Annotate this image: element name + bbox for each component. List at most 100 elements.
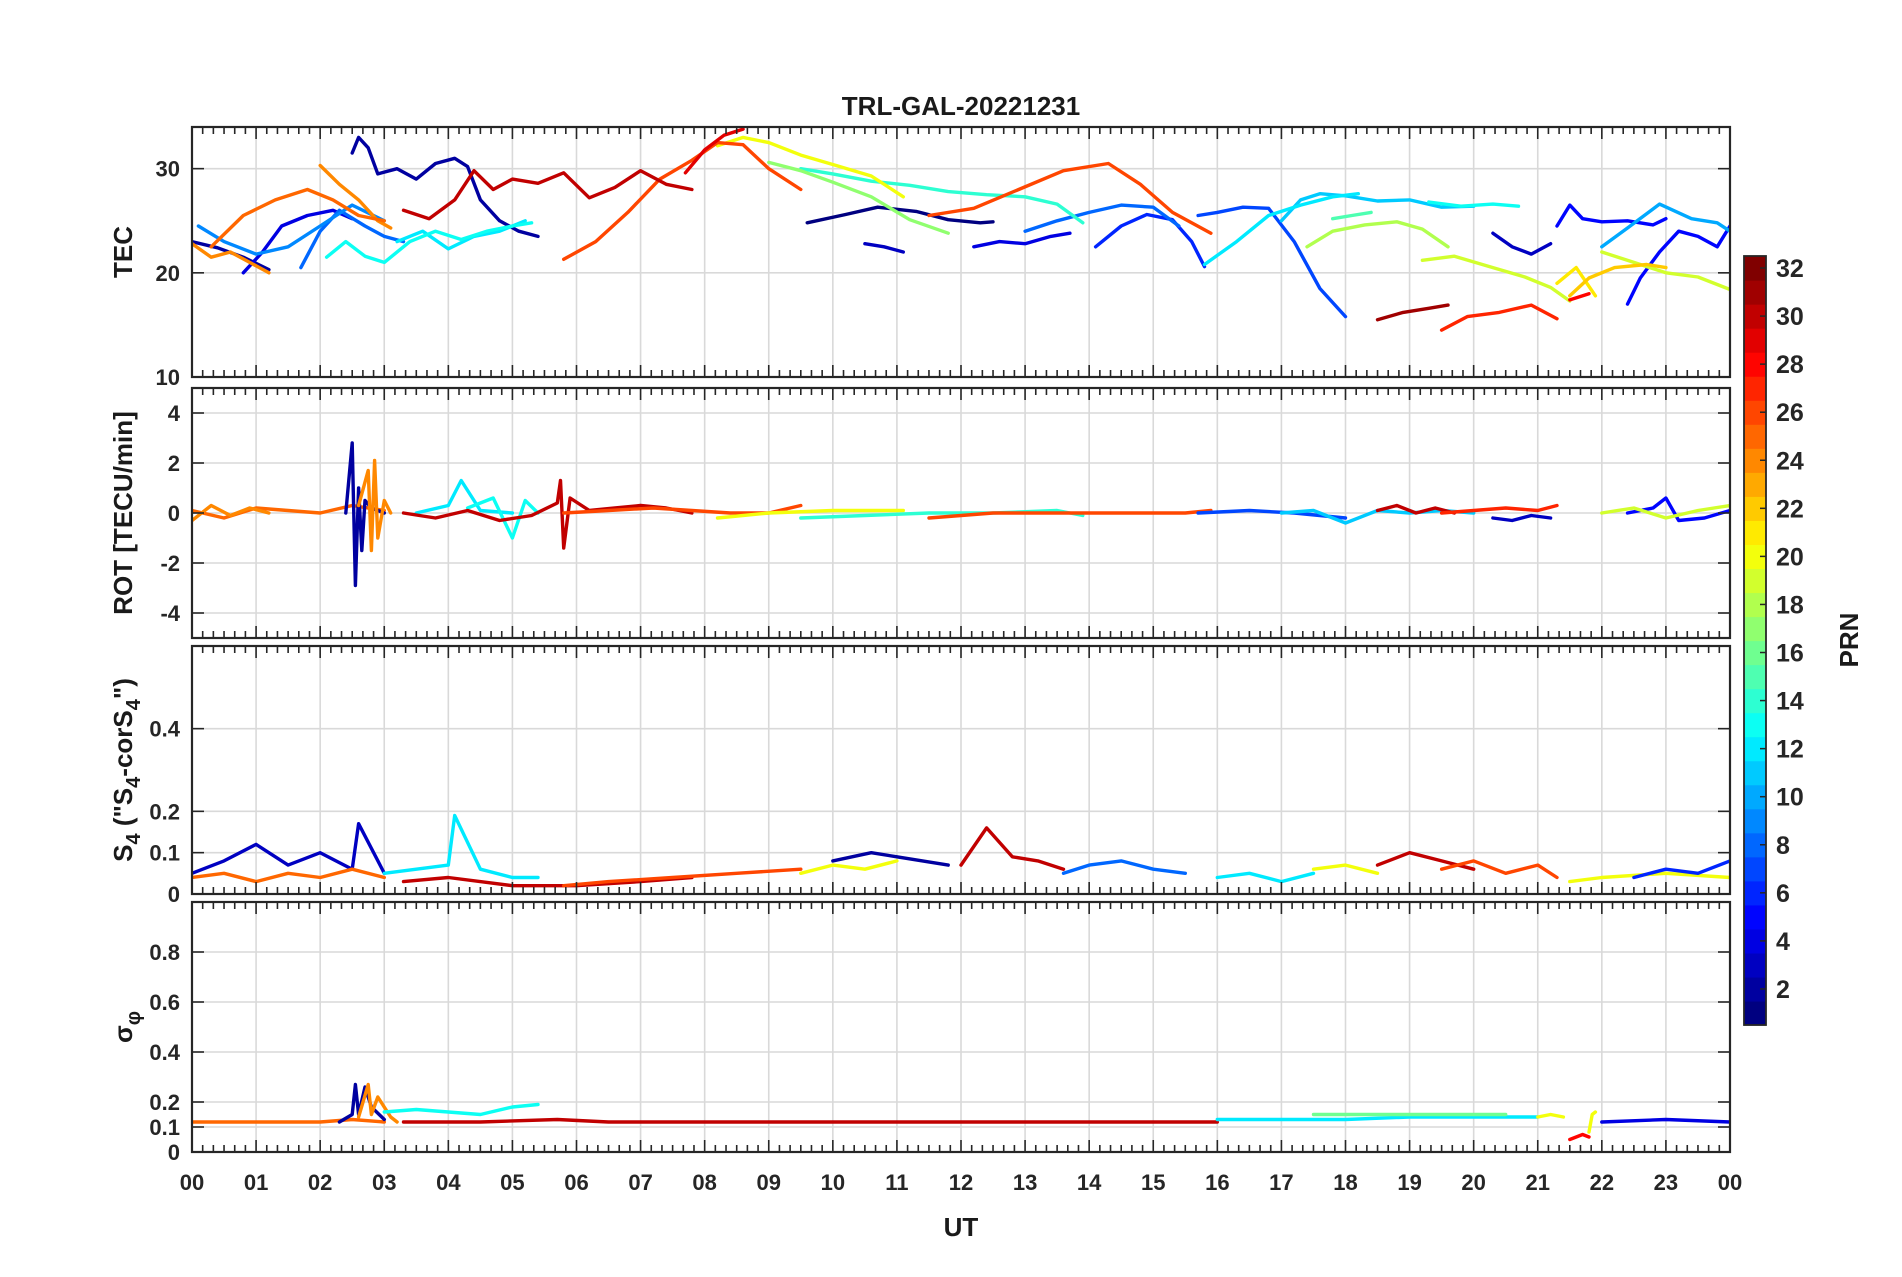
colorbar-swatch [1744,976,1766,1002]
series-line-prn-30 [1375,503,1457,515]
y-tick-label: 0.2 [149,799,180,824]
colorbar-swatch [1744,856,1766,882]
series-line-prn-14 [799,166,1085,225]
colorbar-swatch [1744,280,1766,305]
series-line-prn-21 [1555,265,1598,298]
x-tick-label: 12 [949,1170,973,1195]
y-tick-label: 30 [156,157,180,182]
y-tick-label: 0.2 [149,1090,180,1115]
series-line-prn-26 [562,140,803,261]
colorbar-tick-label: 2 [1776,976,1790,1004]
series-line-prn-27 [1439,303,1559,332]
series-line-prn-24 [192,503,271,523]
x-tick-label: 22 [1590,1170,1614,1195]
colorbar-swatch [1744,304,1766,329]
x-tick-label: 06 [564,1170,588,1195]
series-line-prn-30 [401,1117,1220,1124]
colorbar-tick-label: 20 [1776,543,1804,571]
series-line-prn-3 [863,241,905,254]
x-tick-label: 03 [372,1170,396,1195]
series-line-prn-20 [715,508,905,520]
series-line-prn-19 [1420,254,1572,303]
colorbar-swatch [1744,712,1766,738]
series-line-prn-27 [1439,503,1559,515]
panel-rot-ylabel: ROT [TECU/min] [108,411,138,615]
colorbar-tick-label: 24 [1776,447,1804,475]
series-line-prn-24 [192,241,271,275]
series-line-prn-19 [1600,250,1730,292]
colorbar-tick-label: 22 [1776,495,1804,523]
series-line-prn-12 [1202,191,1361,267]
colorbar-swatch [1744,664,1766,690]
x-tick-label: 18 [1333,1170,1357,1195]
colorbar-tick-label: 32 [1776,255,1804,283]
panel-tec-ylabel: TEC [108,226,138,278]
colorbar-swatch [1744,472,1766,497]
colorbar-tick-label: 18 [1776,591,1804,619]
colorbar-tick-label: 4 [1776,928,1790,956]
series-line-prn-7 [1196,508,1348,520]
x-tick-label: 00 [1718,1170,1742,1195]
x-tick-label: 14 [1077,1170,1102,1195]
series-line-prn-24 [356,1082,399,1124]
y-tick-label: 0 [168,501,180,526]
x-tick-label: 11 [885,1170,908,1195]
series-line-prn-18 [1305,220,1450,249]
y-tick-label: 0.1 [149,841,180,866]
series-line-prn-13 [1427,200,1521,208]
y-tick-label: 0.6 [149,990,180,1015]
colorbar-label: PRN [1834,613,1864,668]
colorbar-swatch [1744,496,1766,521]
panel-sigma_phi-series [192,1082,1730,1142]
series-line-prn-8 [299,208,406,270]
series-line-prn-13 [465,496,540,540]
series-line-prn-12 [414,478,515,515]
colorbar-swatch [1744,256,1766,281]
series-line-prn-13 [382,1102,540,1117]
colorbar-swatch [1744,832,1766,858]
colorbar-swatch [1744,688,1766,714]
colorbar-tick-label: 10 [1776,784,1804,812]
series-line-prn-30 [401,478,694,550]
series-layer [192,127,1730,1142]
series-line-prn-22 [1568,262,1668,298]
series-line-prn-7 [1196,205,1348,319]
x-tick-label: 23 [1654,1170,1678,1195]
series-line-prn-20 [1311,863,1380,875]
series-line-prn-6 [1632,859,1730,880]
series-line-prn-5 [1555,203,1668,228]
series-line-prn-1 [805,205,995,225]
colorbar-tick-label: 12 [1776,736,1804,764]
series-line-prn-15 [1330,210,1373,221]
colorbar-tick-label: 26 [1776,399,1804,427]
series-line-prn-24 [318,163,393,230]
series-line-prn-5 [1625,224,1730,306]
series-line-prn-3 [1491,513,1553,523]
x-tick-label: 20 [1461,1170,1485,1195]
y-tick-label: 20 [156,261,180,286]
colorbar-tick-label: 14 [1776,688,1804,716]
x-tick-label: 17 [1269,1170,1293,1195]
series-line-prn-25 [192,867,386,884]
series-line-prn-17 [767,160,950,235]
x-tick-label: 19 [1397,1170,1421,1195]
x-tick-label: 07 [628,1170,652,1195]
x-tick-label: 01 [244,1170,268,1195]
series-line-prn-12 [1215,1115,1540,1122]
series-line-prn-30 [401,168,694,221]
series-line-prn-2 [831,851,950,867]
colorbar-swatch [1744,808,1766,834]
x-tick-label: 02 [308,1170,332,1195]
panel-sigma_phi-ylabel: σφ [108,1011,145,1043]
colorbar-swatch [1744,520,1766,545]
x-tick-label: 05 [500,1170,524,1195]
series-line-prn-8 [1061,859,1188,875]
y-tick-label: 0 [168,1140,180,1165]
panel-tec-series [192,127,1730,332]
series-line-prn-29 [683,127,745,175]
series-line-prn-3 [192,822,386,875]
colorbar-tick-label: 16 [1776,640,1804,668]
series-line-prn-26 [1439,859,1559,880]
x-tick-label: 13 [1013,1170,1037,1195]
